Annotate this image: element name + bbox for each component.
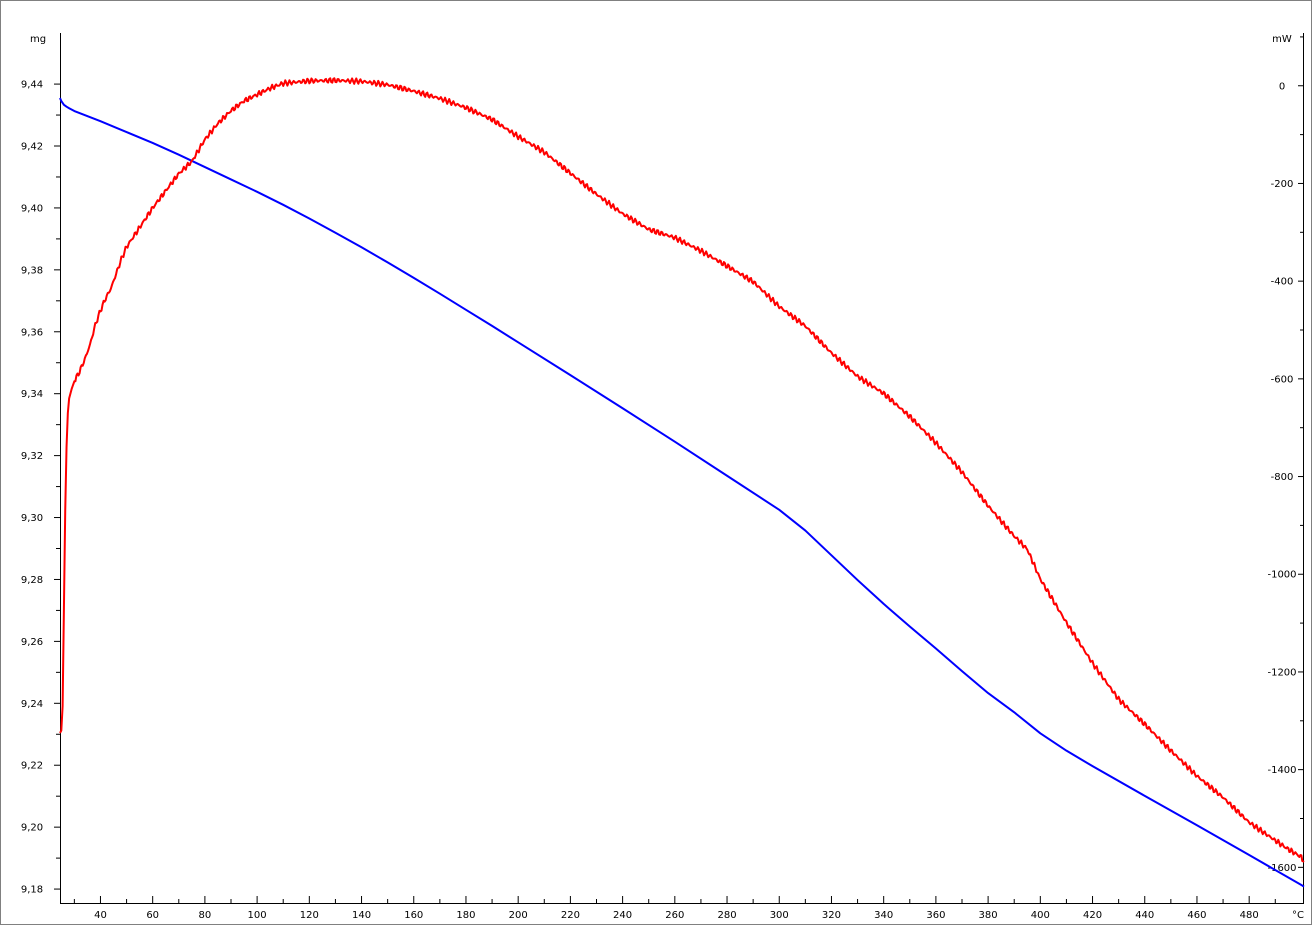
left-unit-label: mg <box>30 34 46 45</box>
x-tick-label: 180 <box>456 910 475 921</box>
x-axis-ticks: 40 60 80 100 120 140 160 180 200 220 240 260 280 300 3… <box>73 896 1276 921</box>
left-tick-label: 9,24 <box>21 699 43 710</box>
x-tick-label: 440 <box>1135 910 1154 921</box>
x-tick-label: 400 <box>1031 910 1050 921</box>
x-tick-label: 240 <box>613 910 632 921</box>
left-tick-label: 9,22 <box>21 761 43 772</box>
right-unit-label: mW <box>1272 34 1292 45</box>
left-axis-ticks: 9,18 9,20 9,22 9,24 9,26 9,28 9,30 9,32 9,34 9,36… <box>21 80 60 896</box>
left-tick-label: 9,42 <box>21 142 43 153</box>
x-tick-label: 60 <box>146 910 159 921</box>
left-tick-label: 9,32 <box>21 451 43 462</box>
x-unit-label: °C <box>1292 910 1304 921</box>
left-tick-label: 9,26 <box>21 637 43 648</box>
right-tick-label: 0 <box>1279 81 1285 92</box>
x-tick-label: 320 <box>822 910 841 921</box>
x-tick-label: 160 <box>404 910 423 921</box>
left-tick-label: 9,20 <box>21 823 43 834</box>
x-tick-label: 380 <box>979 910 998 921</box>
right-tick-label: -1000 <box>1267 570 1296 581</box>
right-tick-label: -1200 <box>1267 667 1296 678</box>
left-tick-label: 9,38 <box>21 265 43 276</box>
x-tick-label: 40 <box>94 910 107 921</box>
right-tick-label: -800 <box>1271 472 1294 483</box>
left-tick-label: 9,34 <box>21 389 43 400</box>
right-tick-label: -600 <box>1271 374 1294 385</box>
x-tick-label: 460 <box>1187 910 1206 921</box>
x-tick-label: 340 <box>874 910 893 921</box>
right-tick-label: -200 <box>1271 179 1294 190</box>
left-tick-label: 9,18 <box>21 885 43 896</box>
x-tick-label: 420 <box>1083 910 1102 921</box>
x-tick-label: 100 <box>248 910 267 921</box>
x-tick-label: 300 <box>770 910 789 921</box>
x-tick-label: 360 <box>926 910 945 921</box>
right-tick-label: -400 <box>1271 277 1294 288</box>
x-tick-label: 120 <box>300 910 319 921</box>
left-tick-label: 9,40 <box>21 203 43 214</box>
left-tick-label: 9,44 <box>21 80 43 91</box>
x-tick-label: 220 <box>561 910 580 921</box>
x-tick-label: 80 <box>199 910 212 921</box>
x-tick-label: 280 <box>717 910 736 921</box>
x-tick-label: 480 <box>1240 910 1259 921</box>
dsc-heat-flow-line <box>59 77 1305 863</box>
left-tick-label: 9,30 <box>21 513 43 524</box>
right-tick-label: -1600 <box>1267 863 1296 874</box>
tga-mass-line <box>59 97 1305 888</box>
left-tick-label: 9,28 <box>21 575 43 586</box>
series-layer <box>59 77 1305 888</box>
x-tick-label: 200 <box>509 910 528 921</box>
right-axis-ticks: 0 -200 -400 -600 -800 -1000 -1200 -1400 -1600 <box>1267 36 1304 874</box>
x-tick-label: 260 <box>665 910 684 921</box>
left-tick-label: 9,36 <box>21 327 43 338</box>
x-tick-label: 140 <box>352 910 371 921</box>
right-tick-label: -1400 <box>1267 765 1296 776</box>
